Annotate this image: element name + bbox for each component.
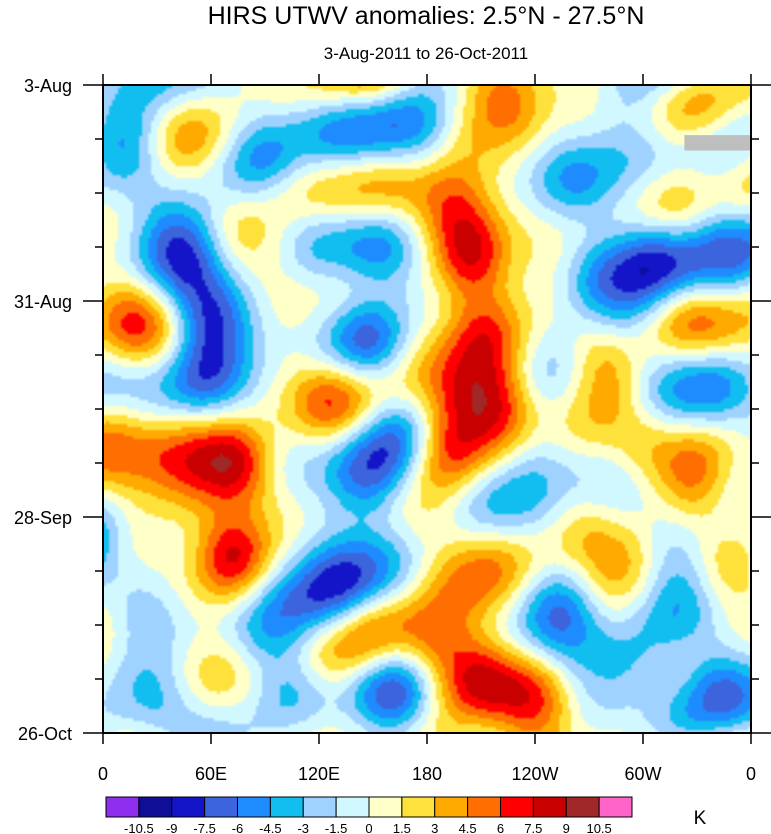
- colorbar-box: [335, 796, 370, 818]
- colorbar-label: 1.5: [393, 821, 411, 834]
- colorbar-box: [368, 796, 403, 818]
- colorbar-label: -7.5: [193, 821, 215, 834]
- x-tick-label: 60E: [195, 764, 227, 784]
- colorbar-box: [467, 796, 501, 818]
- colorbar-label: 9: [563, 821, 570, 834]
- colorbar-box: [401, 796, 436, 818]
- colorbar-label: 10.5: [586, 821, 611, 834]
- x-tick-label: 0: [746, 764, 756, 784]
- colorbar-box: [565, 796, 600, 818]
- y-tick-label: 31-Aug: [14, 292, 72, 312]
- y-tick-label: 28-Sep: [14, 508, 72, 528]
- colorbar-box: [500, 796, 534, 818]
- colorbar-box: [138, 796, 173, 818]
- colorbar-label: 6: [497, 821, 504, 834]
- colorbar-label: -9: [166, 821, 178, 834]
- colorbar-box: [434, 796, 469, 818]
- colorbar-label: -6: [232, 821, 244, 834]
- colorbar-label: -1.5: [325, 821, 347, 834]
- colorbar-box: [532, 796, 567, 818]
- colorbar-box: [598, 796, 633, 818]
- x-tick-label: 120W: [511, 764, 558, 784]
- x-tick-label: 0: [98, 764, 108, 784]
- anomaly-field: [103, 85, 751, 733]
- colorbar-label: 3: [431, 821, 438, 834]
- colorbar-label: -3: [297, 821, 309, 834]
- colorbar-label: 7.5: [524, 821, 542, 834]
- x-axis: 0 60E 120E 180 120W 60W 0: [98, 74, 756, 784]
- y-tick-label: 3-Aug: [24, 76, 72, 96]
- colorbar-box: [171, 796, 206, 818]
- colorbar-box: [302, 796, 337, 818]
- x-tick-label: 60W: [624, 764, 661, 784]
- colorbar-box: [105, 796, 140, 818]
- y-tick-label: 26-Oct: [18, 724, 72, 744]
- colorbar-box: [204, 796, 238, 818]
- colorbar-label: -10.5: [124, 821, 154, 834]
- colorbar-label: 0: [365, 821, 372, 834]
- chart-subtitle: 3-Aug-2011 to 26-Oct-2011: [324, 44, 528, 63]
- plot-area: [103, 85, 751, 733]
- colorbar-label: 4.5: [459, 821, 477, 834]
- x-tick-label: 180: [412, 764, 442, 784]
- chart-title: HIRS UTWV anomalies: 2.5°N - 27.5°N: [208, 2, 645, 30]
- x-tick-label: 120E: [298, 764, 340, 784]
- colorbar-label: -4.5: [259, 821, 281, 834]
- colorbar-unit: K: [694, 808, 707, 829]
- colorbar-box: [237, 796, 271, 818]
- missing-data-patch: [684, 135, 751, 151]
- colorbar-box: [269, 796, 304, 818]
- colorbar: -10.5 -9 -7.5 -6 -4.5 -3 -1.5 0 1.5 3 4.5 6 7.5 9 10.5: [105, 796, 633, 834]
- y-axis: 3-Aug 31-Aug 28-Sep 26-Oct: [14, 76, 771, 744]
